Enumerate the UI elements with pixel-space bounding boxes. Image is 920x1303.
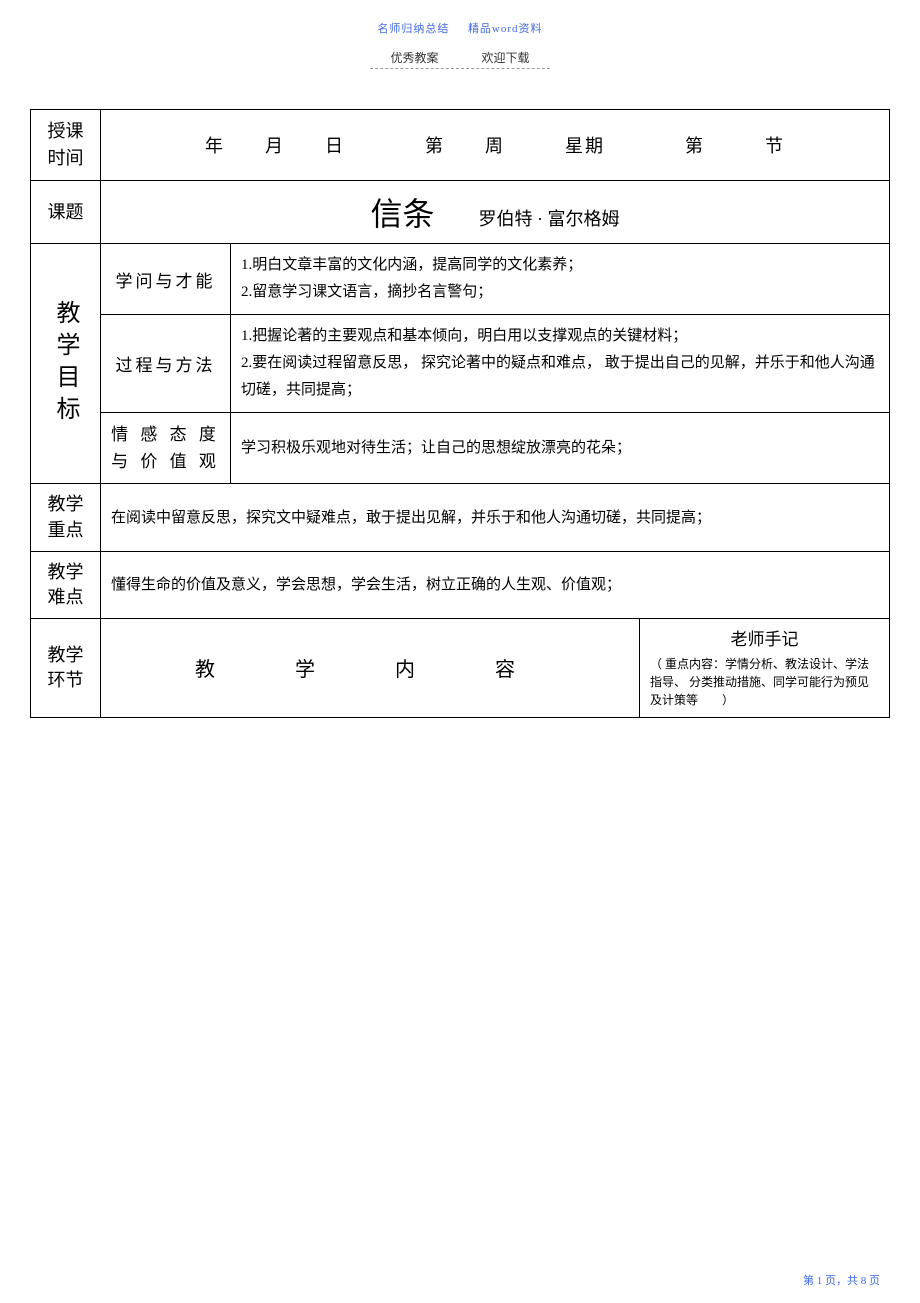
goal3-label: 情 感 态 度 与 价 值 观 (101, 413, 231, 484)
goal3-label-line1: 情 感 态 度 (111, 425, 220, 444)
lesson-title: 信条 (370, 196, 434, 232)
segment-label: 教学环节 (31, 619, 101, 718)
goal1-label: 学问与才能 (101, 244, 231, 315)
goal3-label-line2: 与 价 值 观 (111, 452, 220, 471)
goal1-line2: 2.留意学习课文语言，摘抄名言警句； (241, 279, 879, 306)
time-row: 授课时间 年 月 日 第 周 星期 第 节 (31, 110, 890, 181)
focus-row: 教学重点 在阅读中留意反思，探究文中疑难点，敢于提出见解，并乐于和他人沟通切磋，… (31, 484, 890, 551)
header-top-right: 精品word资料 (468, 23, 543, 35)
goals-label: 教学目标 (31, 244, 101, 484)
time-content: 年 月 日 第 周 星期 第 节 (101, 110, 890, 181)
title-row: 课题 信条 罗伯特 · 富尔格姆 (31, 181, 890, 244)
difficulty-row: 教学难点 懂得生命的价值及意义，学会思想，学会生活，树立正确的人生观、价值观； (31, 551, 890, 618)
lesson-plan-table: 授课时间 年 月 日 第 周 星期 第 节 课题 信条 罗伯特 · 富尔格姆 教… (30, 109, 890, 718)
topic-label: 课题 (31, 181, 101, 244)
lesson-author: 罗伯特 · 富尔格姆 (479, 209, 620, 229)
page-footer: 第 1 页，共 8 页 (803, 1272, 880, 1288)
time-label: 授课时间 (31, 110, 101, 181)
goal2-label: 过程与方法 (101, 315, 231, 413)
difficulty-label: 教学难点 (31, 551, 101, 618)
goal1-line1: 1.明白文章丰富的文化内涵，提高同学的文化素养； (241, 252, 879, 279)
focus-label: 教学重点 (31, 484, 101, 551)
subheader-left: 优秀教案 (390, 49, 438, 66)
segment-row: 教学环节 教 学 内 容 老师手记 （ 重点内容：学情分析、教法设计、学法指导、… (31, 619, 890, 718)
notes-text: （ 重点内容：学情分析、教法设计、学法指导、 分类推动措施、同学可能行为预见及计… (650, 655, 879, 709)
subheader-right: 欢迎下载 (482, 49, 530, 66)
difficulty-content: 懂得生命的价值及意义，学会思想，学会生活，树立正确的人生观、价值观； (101, 551, 890, 618)
goal3-content: 学习积极乐观地对待生活；让自己的思想绽放漂亮的花朵； (231, 413, 890, 484)
goal2-line2: 2.要在阅读过程留意反思， 探究论著中的疑点和难点， 敢于提出自己的见解，并乐于… (241, 350, 879, 404)
notes-title: 老师手记 (650, 627, 879, 653)
header-divider (370, 68, 550, 69)
goal1-content: 1.明白文章丰富的文化内涵，提高同学的文化素养； 2.留意学习课文语言，摘抄名言… (231, 244, 890, 315)
teach-content-label: 教 学 内 容 (101, 619, 640, 718)
notes-cell: 老师手记 （ 重点内容：学情分析、教法设计、学法指导、 分类推动措施、同学可能行… (640, 619, 890, 718)
focus-content: 在阅读中留意反思，探究文中疑难点，敢于提出见解，并乐于和他人沟通切磋，共同提高； (101, 484, 890, 551)
header-top-left: 名师归纳总结 (377, 23, 449, 35)
document-subheader: 优秀教案 欢迎下载 (0, 49, 920, 66)
goal2-row: 过程与方法 1.把握论著的主要观点和基本倾向，明白用以支撑观点的关键材料； 2.… (31, 315, 890, 413)
document-header: 名师归纳总结 精品word资料 (0, 0, 920, 37)
topic-content: 信条 罗伯特 · 富尔格姆 (101, 181, 890, 244)
goal1-row: 教学目标 学问与才能 1.明白文章丰富的文化内涵，提高同学的文化素养； 2.留意… (31, 244, 890, 315)
goal2-content: 1.把握论著的主要观点和基本倾向，明白用以支撑观点的关键材料； 2.要在阅读过程… (231, 315, 890, 413)
goal2-line1: 1.把握论著的主要观点和基本倾向，明白用以支撑观点的关键材料； (241, 323, 879, 350)
goal3-row: 情 感 态 度 与 价 值 观 学习积极乐观地对待生活；让自己的思想绽放漂亮的花… (31, 413, 890, 484)
